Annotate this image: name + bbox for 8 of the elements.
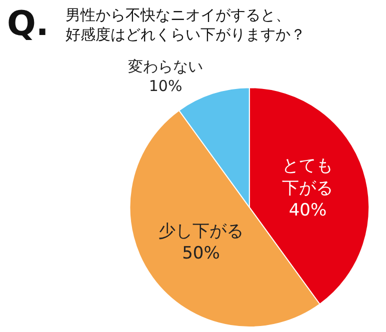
slice-label: 少し下がる [158, 221, 244, 242]
slice-label: 変わらない [128, 58, 204, 76]
text: Q. [7, 4, 49, 44]
data-label: 40% [288, 200, 327, 220]
chart-title: 男性から不快なニオイがすると、好感度はどれくらい下がりますか？ [66, 6, 306, 44]
data-label: 50% [182, 244, 220, 264]
data-label: 10% [148, 77, 182, 96]
slice-label: とても下がる [282, 156, 334, 198]
